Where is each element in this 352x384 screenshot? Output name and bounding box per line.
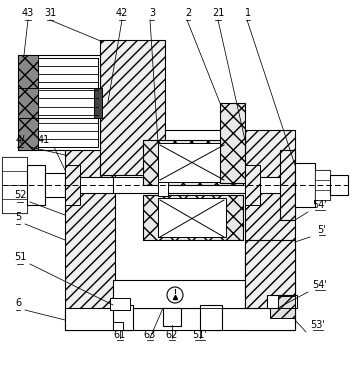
Bar [65,177,115,193]
Bar [245,130,295,330]
Bar [315,190,330,200]
Bar [65,308,295,330]
Bar [315,170,330,200]
Text: 43: 43 [22,8,34,18]
Bar [45,173,65,197]
Bar [38,58,98,147]
Text: 3: 3 [149,8,155,18]
Bar [200,305,222,330]
Text: 62: 62 [166,330,178,340]
Bar [330,175,348,195]
Bar [113,177,245,193]
Bar [270,308,295,318]
Bar [163,308,181,326]
Bar [2,199,27,213]
Bar [18,55,100,150]
Text: 52: 52 [14,190,26,200]
Text: 54': 54' [313,280,327,290]
Text: 5: 5 [15,212,21,222]
Bar [245,240,295,308]
Text: 5': 5' [318,225,326,235]
Bar [113,130,245,150]
Bar [245,165,260,205]
Bar [113,305,133,330]
Bar [143,140,243,185]
Text: 4/: 4/ [15,135,25,145]
Bar [158,182,168,196]
Bar [65,130,115,330]
Bar [315,180,330,190]
Text: 42: 42 [116,8,128,18]
Text: 1: 1 [245,8,251,18]
Bar [143,195,243,240]
Bar [2,157,27,171]
Text: 53': 53' [310,320,326,330]
Bar [220,103,245,183]
Bar [18,55,38,150]
Bar [245,177,295,193]
Bar [110,298,130,310]
Bar [2,171,27,185]
Text: 54': 54' [313,200,327,210]
Bar [27,165,45,205]
Text: 63: 63 [144,330,156,340]
Bar [2,157,27,213]
Bar [315,170,330,180]
Bar [113,280,245,308]
Text: 41: 41 [38,135,50,145]
Bar [65,165,80,205]
Text: 6: 6 [15,298,21,308]
Text: 21: 21 [212,8,224,18]
Text: 31: 31 [44,8,56,18]
Text: 2: 2 [185,8,191,18]
Bar [2,185,27,199]
Bar [158,198,226,237]
Bar [113,322,123,330]
Bar [267,295,297,308]
Bar [100,40,165,175]
Text: 51: 51 [14,252,26,262]
Bar [295,163,315,207]
Bar [278,296,295,308]
Text: 51': 51' [193,330,207,340]
Bar [280,150,295,220]
Bar [94,88,102,118]
Text: 61: 61 [114,330,126,340]
Bar [158,143,226,182]
